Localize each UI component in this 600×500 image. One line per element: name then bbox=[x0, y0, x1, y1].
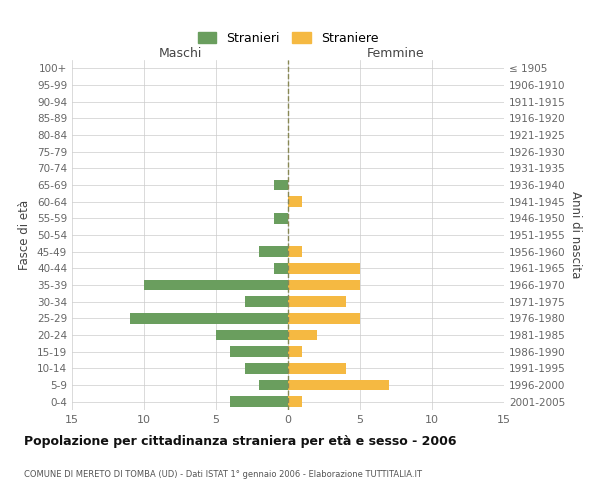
Bar bbox=[288, 363, 346, 374]
Bar bbox=[288, 263, 360, 274]
Y-axis label: Anni di nascita: Anni di nascita bbox=[569, 192, 582, 278]
Bar bbox=[274, 213, 288, 224]
Bar bbox=[288, 330, 317, 340]
Bar bbox=[130, 313, 288, 324]
Bar bbox=[230, 346, 288, 357]
Bar bbox=[259, 380, 288, 390]
Bar bbox=[216, 330, 288, 340]
Bar bbox=[288, 346, 302, 357]
Bar bbox=[144, 280, 288, 290]
Bar bbox=[245, 363, 288, 374]
Text: COMUNE DI MERETO DI TOMBA (UD) - Dati ISTAT 1° gennaio 2006 - Elaborazione TUTTI: COMUNE DI MERETO DI TOMBA (UD) - Dati IS… bbox=[24, 470, 422, 479]
Bar bbox=[230, 396, 288, 407]
Text: Popolazione per cittadinanza straniera per età e sesso - 2006: Popolazione per cittadinanza straniera p… bbox=[24, 435, 457, 448]
Bar bbox=[274, 263, 288, 274]
Bar bbox=[288, 296, 346, 307]
Legend: Stranieri, Straniere: Stranieri, Straniere bbox=[194, 28, 382, 48]
Bar bbox=[288, 396, 302, 407]
Bar bbox=[274, 180, 288, 190]
Text: Femmine: Femmine bbox=[367, 47, 425, 60]
Bar bbox=[288, 280, 360, 290]
Bar bbox=[259, 246, 288, 257]
Bar bbox=[288, 196, 302, 207]
Bar bbox=[245, 296, 288, 307]
Bar bbox=[288, 380, 389, 390]
Bar bbox=[288, 313, 360, 324]
Text: Maschi: Maschi bbox=[158, 47, 202, 60]
Y-axis label: Fasce di età: Fasce di età bbox=[19, 200, 31, 270]
Bar bbox=[288, 246, 302, 257]
